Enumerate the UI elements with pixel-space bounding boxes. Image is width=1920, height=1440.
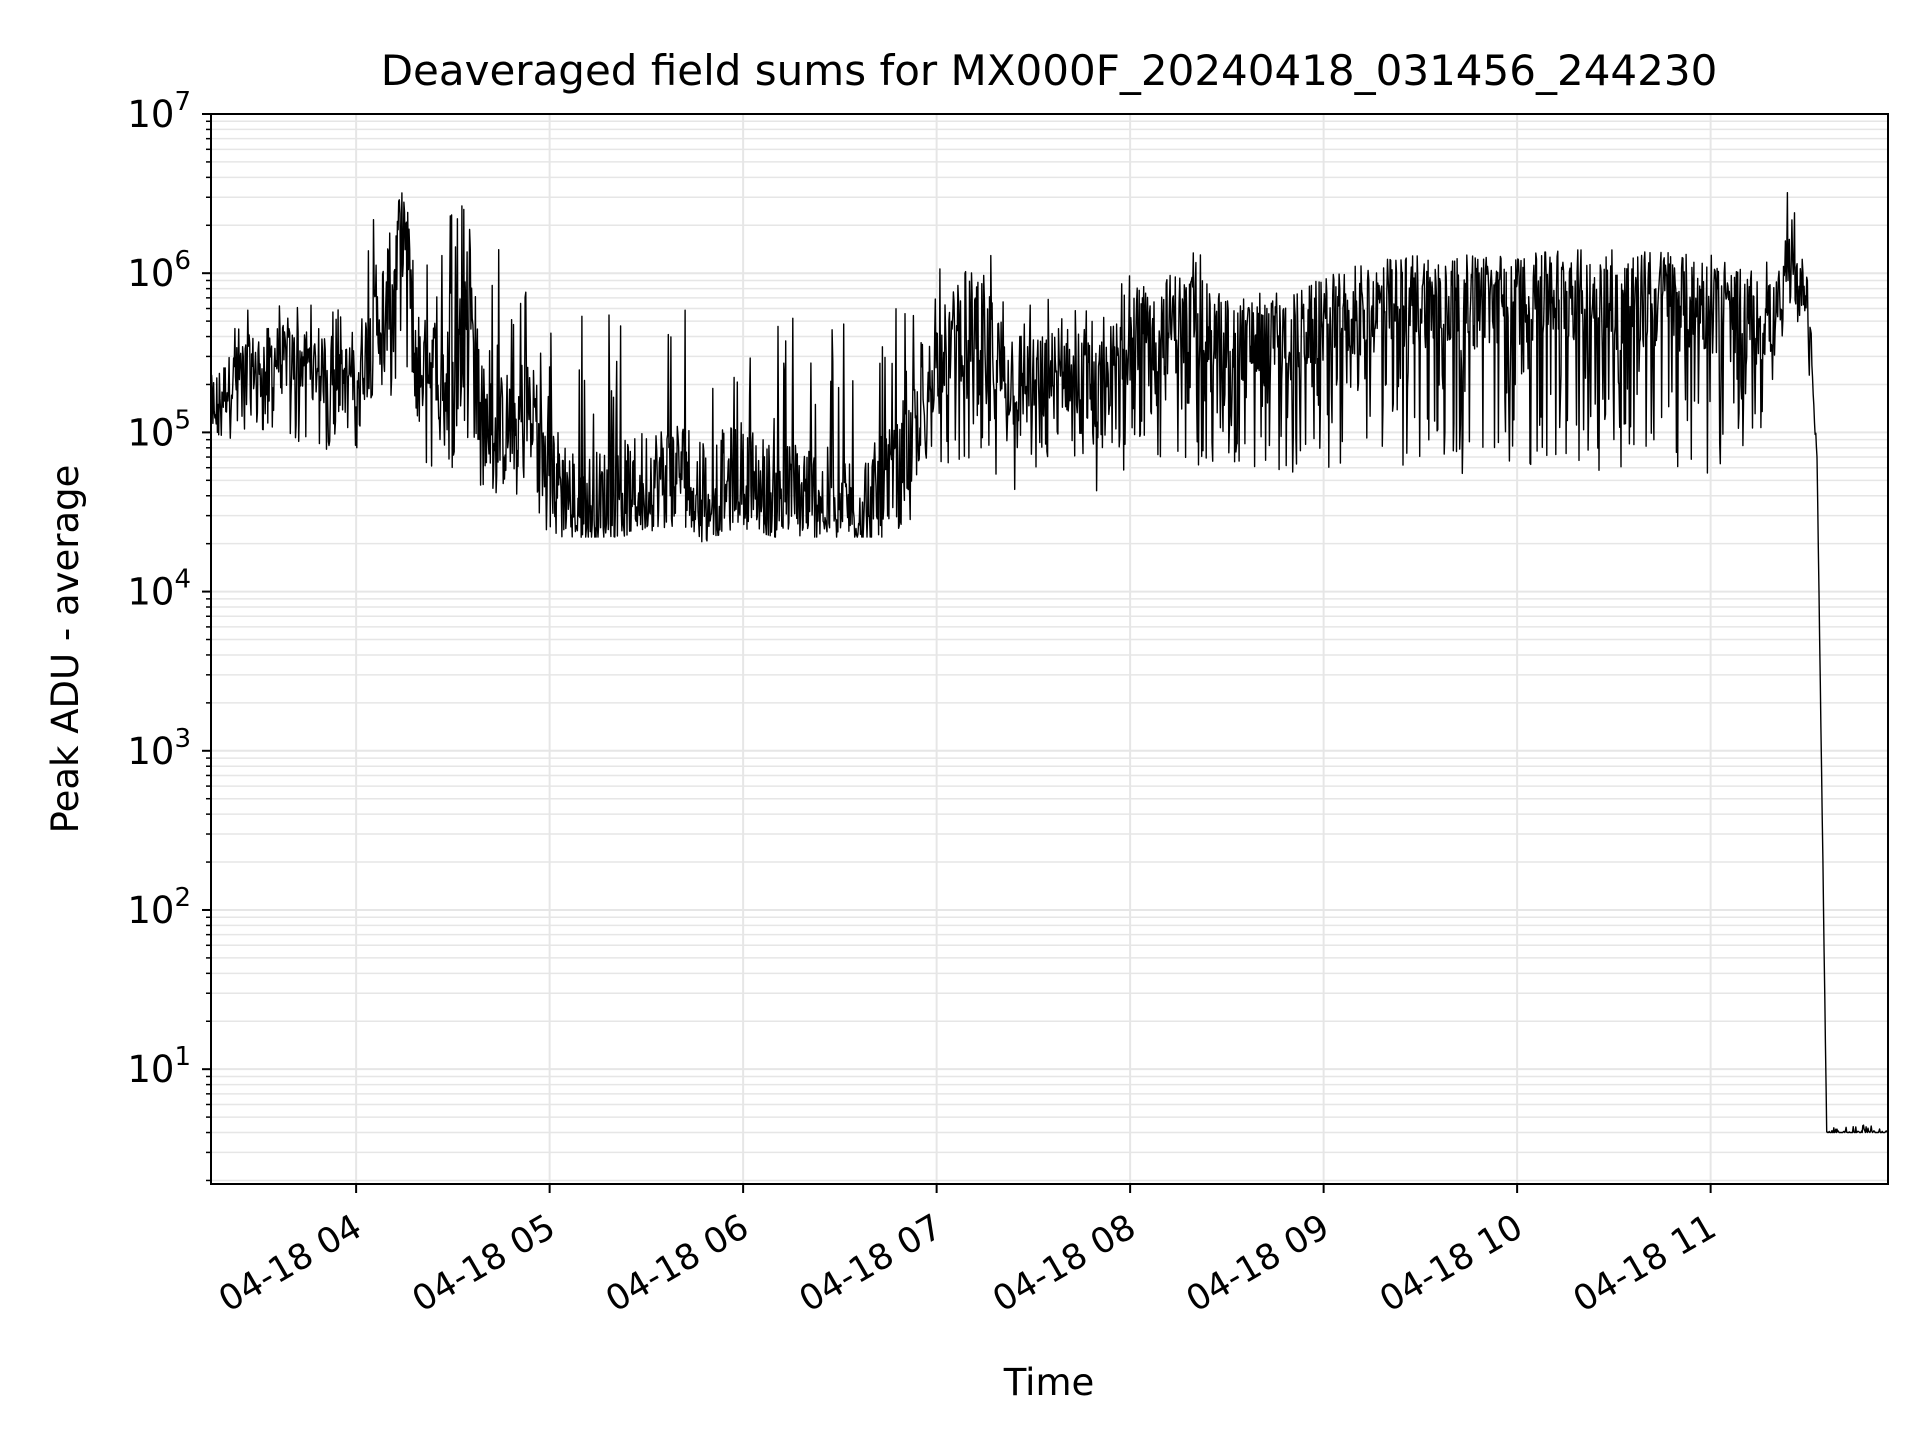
y-tick-label: 106 — [127, 246, 191, 295]
y-axis: 101 102 103 104 105 106 107 — [127, 87, 211, 1182]
y-axis-label: Peak ADU - average — [44, 465, 87, 834]
plot-area-frame — [210, 113, 1889, 1185]
data-series-layer — [210, 192, 1889, 1134]
y-tick-label: 103 — [127, 724, 191, 773]
y-tick-label: 102 — [127, 883, 191, 932]
y-tick-label: 107 — [127, 87, 191, 136]
y-tick-label: 101 — [127, 1042, 191, 1091]
y-tick-label: 105 — [127, 405, 191, 454]
y-tick-label: 104 — [127, 565, 191, 614]
chart-title: Deaveraged field sums for MX000F_2024041… — [381, 46, 1718, 95]
x-axis-label: Time — [1003, 1361, 1095, 1404]
series-line — [210, 192, 1889, 1134]
